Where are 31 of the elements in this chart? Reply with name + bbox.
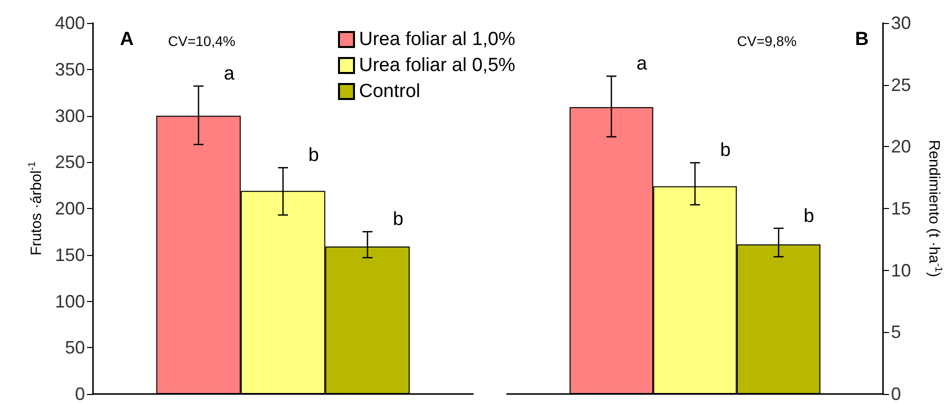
annotation: a <box>224 64 235 85</box>
y-tick-label: 300 <box>54 106 85 126</box>
annotation: B <box>855 29 869 50</box>
legend-label: Urea foliar al 0,5% <box>359 55 516 76</box>
y-tick-label: 20 <box>891 136 912 157</box>
y-tick-label: 50 <box>64 338 85 358</box>
annotation: a <box>636 54 648 75</box>
annotation: A <box>120 29 134 50</box>
legend-label: Control <box>359 81 420 102</box>
annotation: b <box>804 206 814 227</box>
y-tick-label: 30 <box>891 13 912 33</box>
annotation: CV=10,4% <box>168 33 236 49</box>
y-axis-title: Rendimiento (t ·ha-1) <box>926 140 944 278</box>
y-tick-label: 100 <box>54 291 85 312</box>
legend-label: Urea foliar al 1,0% <box>359 29 516 50</box>
y-tick-label: 0 <box>891 384 902 403</box>
y-tick-label: 10 <box>891 260 912 280</box>
y-tick-label: 25 <box>891 74 912 95</box>
y-tick-label: 400 <box>54 13 85 33</box>
y-tick-label: 15 <box>891 198 912 218</box>
y-tick-label: 350 <box>54 59 85 80</box>
annotation: CV=9,8% <box>737 33 797 49</box>
y-tick-label: 5 <box>891 322 902 342</box>
y-tick-label: 200 <box>54 198 85 218</box>
y-tick-label: 250 <box>54 152 85 172</box>
y-axis-title: Frutos ·árbol-1 <box>27 161 46 256</box>
annotation: b <box>720 140 731 162</box>
annotation: b <box>392 209 404 230</box>
y-tick-label: 150 <box>54 244 85 265</box>
y-tick-label: 0 <box>74 384 85 403</box>
annotation: b <box>308 145 319 166</box>
